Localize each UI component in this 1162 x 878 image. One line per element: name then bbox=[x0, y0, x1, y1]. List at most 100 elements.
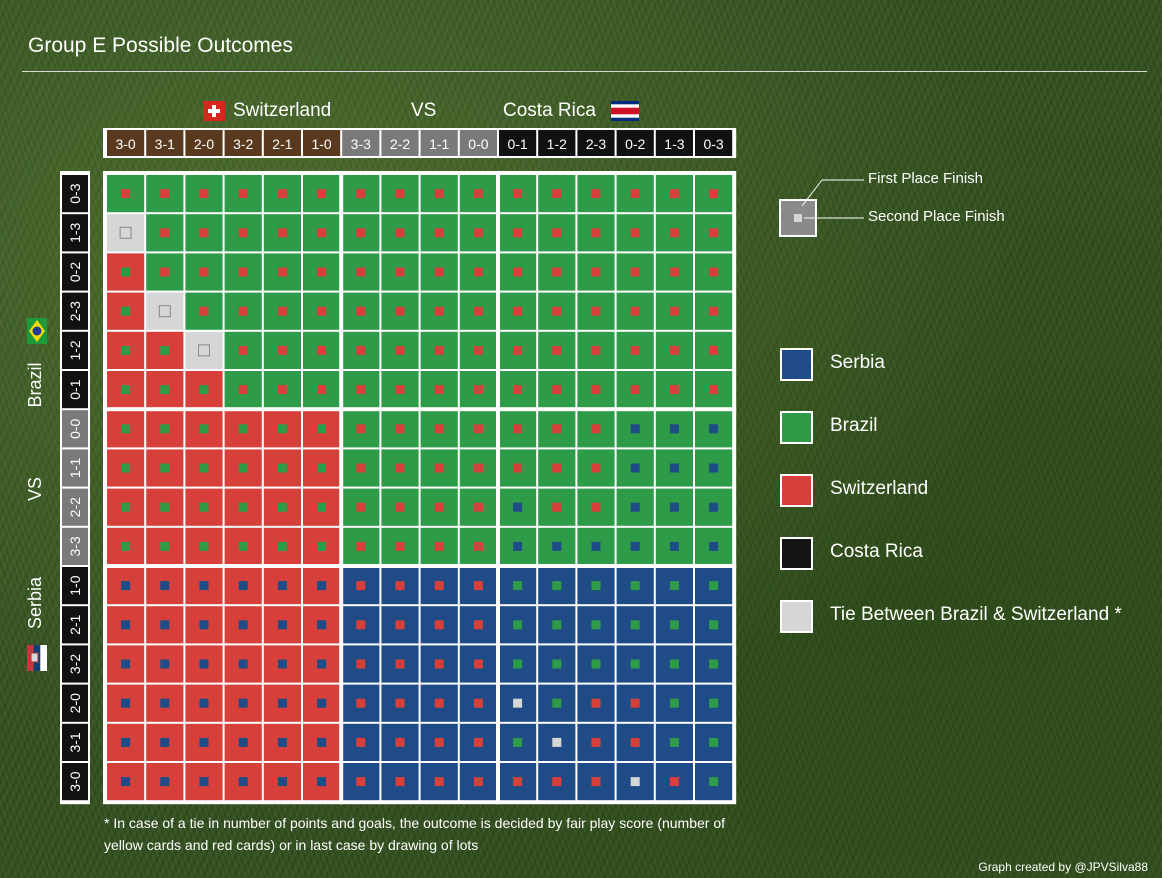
second-place-marker bbox=[119, 226, 132, 239]
second-place-marker bbox=[356, 698, 366, 708]
second-place-marker bbox=[277, 189, 287, 199]
second-place-marker bbox=[630, 306, 640, 316]
row-header-cell bbox=[62, 488, 88, 526]
second-place-marker bbox=[238, 737, 248, 747]
column-tick-label: 1-3 bbox=[664, 136, 684, 152]
second-place-marker bbox=[395, 385, 405, 395]
header-team-right: Costa Rica bbox=[503, 100, 596, 121]
second-place-marker bbox=[160, 189, 170, 199]
second-place-marker bbox=[630, 737, 640, 747]
row-tick-label: 1-0 bbox=[67, 575, 83, 595]
second-place-marker bbox=[709, 541, 719, 551]
second-place-marker bbox=[669, 737, 679, 747]
second-place-marker bbox=[277, 659, 287, 669]
second-place-marker bbox=[434, 659, 444, 669]
row-header-cell bbox=[62, 253, 88, 291]
second-place-marker bbox=[709, 737, 719, 747]
second-place-marker bbox=[317, 345, 327, 355]
second-place-marker bbox=[630, 541, 640, 551]
second-place-marker bbox=[317, 267, 327, 277]
second-place-marker bbox=[160, 463, 170, 473]
second-place-marker bbox=[199, 737, 209, 747]
second-place-marker bbox=[238, 659, 248, 669]
second-place-marker bbox=[158, 305, 171, 318]
second-place-marker bbox=[199, 385, 209, 395]
second-place-marker bbox=[317, 737, 327, 747]
second-place-marker bbox=[669, 267, 679, 277]
second-place-marker bbox=[160, 345, 170, 355]
column-header-cell bbox=[538, 130, 576, 156]
column-tick-label: 0-1 bbox=[507, 136, 527, 152]
second-place-marker bbox=[199, 189, 209, 199]
second-place-marker bbox=[591, 345, 601, 355]
second-place-marker bbox=[669, 659, 679, 669]
second-place-marker bbox=[434, 306, 444, 316]
second-place-marker bbox=[199, 659, 209, 669]
second-place-marker bbox=[630, 463, 640, 473]
second-place-marker bbox=[669, 620, 679, 630]
second-place-marker bbox=[317, 385, 327, 395]
column-tick-label: 3-1 bbox=[155, 136, 175, 152]
second-place-marker bbox=[277, 463, 287, 473]
row-group-separator bbox=[103, 407, 737, 412]
second-place-marker bbox=[199, 620, 209, 630]
second-place-marker bbox=[434, 541, 444, 551]
second-place-marker bbox=[199, 228, 209, 238]
second-place-marker bbox=[669, 385, 679, 395]
second-place-marker bbox=[395, 228, 405, 238]
column-header-cell bbox=[381, 130, 419, 156]
second-place-marker bbox=[552, 385, 562, 395]
second-place-marker bbox=[513, 228, 523, 238]
second-place-marker bbox=[473, 698, 483, 708]
row-tick-label: 3-1 bbox=[67, 732, 83, 752]
column-header-cell bbox=[263, 130, 301, 156]
row-tick-label: 1-1 bbox=[67, 458, 83, 478]
second-place-marker bbox=[434, 189, 444, 199]
second-place-marker bbox=[630, 777, 640, 787]
second-place-marker bbox=[709, 502, 719, 512]
footnote: * In case of a tie in number of points a… bbox=[104, 815, 726, 853]
second-place-marker bbox=[356, 777, 366, 787]
column-header-cell bbox=[695, 130, 733, 156]
second-place-marker bbox=[709, 345, 719, 355]
column-tick-label: 2-0 bbox=[194, 136, 214, 152]
second-place-marker bbox=[160, 777, 170, 787]
second-place-marker bbox=[709, 659, 719, 669]
column-tick-label: 3-3 bbox=[351, 136, 371, 152]
second-place-marker bbox=[356, 385, 366, 395]
second-place-marker bbox=[238, 777, 248, 787]
second-place-marker bbox=[356, 463, 366, 473]
row-tick-label: 1-2 bbox=[67, 340, 83, 360]
second-place-marker bbox=[317, 777, 327, 787]
marker-legend-second: Second Place Finish bbox=[868, 208, 1005, 225]
second-place-marker bbox=[709, 189, 719, 199]
second-place-marker bbox=[513, 620, 523, 630]
second-place-marker bbox=[199, 267, 209, 277]
second-place-marker bbox=[552, 737, 562, 747]
legend-label: Brazil bbox=[830, 415, 878, 436]
second-place-marker bbox=[317, 502, 327, 512]
second-place-marker bbox=[121, 502, 131, 512]
second-place-marker bbox=[591, 541, 601, 551]
second-place-marker bbox=[160, 698, 170, 708]
second-place-marker bbox=[552, 698, 562, 708]
column-tick-label: 1-0 bbox=[311, 136, 331, 152]
column-header-cell bbox=[303, 130, 341, 156]
second-place-marker bbox=[709, 267, 719, 277]
second-place-marker bbox=[434, 228, 444, 238]
row-header-cell bbox=[62, 371, 88, 409]
second-place-marker bbox=[709, 698, 719, 708]
second-place-marker bbox=[669, 502, 679, 512]
second-place-marker bbox=[513, 463, 523, 473]
second-place-marker bbox=[160, 737, 170, 747]
second-place-marker bbox=[473, 581, 483, 591]
second-place-marker bbox=[160, 581, 170, 591]
second-place-marker bbox=[395, 777, 405, 787]
second-place-marker bbox=[356, 267, 366, 277]
column-header-cell bbox=[342, 130, 380, 156]
row-header-cell bbox=[62, 645, 88, 683]
second-place-marker bbox=[513, 541, 523, 551]
second-place-marker bbox=[277, 424, 287, 434]
second-place-marker bbox=[591, 620, 601, 630]
second-place-marker bbox=[473, 228, 483, 238]
